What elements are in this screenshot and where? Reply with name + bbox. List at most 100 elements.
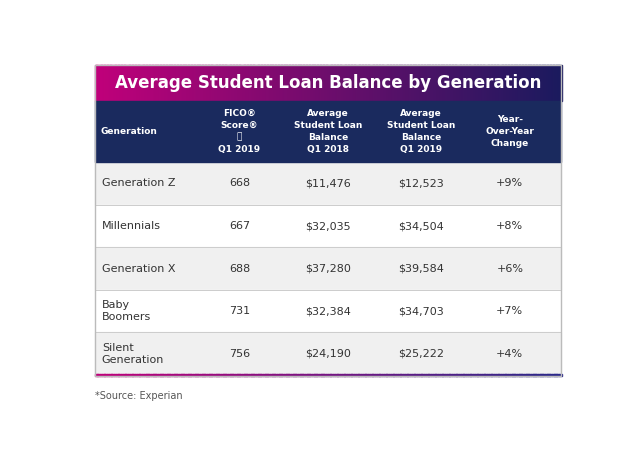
Bar [227, 65, 229, 101]
Bar [272, 374, 275, 377]
Bar [95, 247, 561, 290]
Bar [265, 374, 268, 377]
Bar [556, 374, 559, 377]
Bar [124, 65, 127, 101]
Text: +4%: +4% [496, 349, 524, 359]
Bar [374, 374, 378, 377]
Text: +7%: +7% [496, 306, 524, 316]
Bar [385, 65, 388, 101]
Bar [268, 374, 270, 377]
Bar [482, 65, 484, 101]
Bar [356, 65, 358, 101]
Bar [280, 65, 282, 101]
Bar [261, 65, 263, 101]
Bar [314, 374, 317, 377]
Bar [162, 65, 164, 101]
Bar [106, 374, 109, 377]
Bar [536, 65, 538, 101]
Bar [165, 374, 168, 377]
Bar [184, 374, 186, 377]
Bar [101, 65, 103, 101]
Bar [505, 65, 508, 101]
Bar [374, 65, 377, 101]
Bar [505, 374, 508, 377]
Bar [311, 65, 313, 101]
Bar [235, 65, 237, 101]
Bar [214, 65, 216, 101]
Bar [432, 65, 434, 101]
Bar [328, 65, 330, 101]
Bar [443, 65, 445, 101]
Bar [445, 65, 447, 101]
Bar [249, 65, 251, 101]
Bar [515, 374, 517, 377]
Bar [95, 65, 561, 377]
Bar [456, 65, 458, 101]
Bar [384, 374, 387, 377]
Bar [170, 65, 172, 101]
Bar [275, 374, 277, 377]
Bar [251, 374, 254, 377]
Bar [100, 65, 102, 101]
Bar [516, 65, 518, 101]
Bar [244, 374, 247, 377]
Bar [239, 65, 241, 101]
Bar [223, 374, 226, 377]
Bar [353, 65, 355, 101]
Bar [131, 65, 132, 101]
Bar [177, 65, 179, 101]
Bar [429, 65, 431, 101]
Bar [471, 65, 473, 101]
Bar [456, 374, 459, 377]
Bar [137, 374, 140, 377]
Bar [199, 65, 201, 101]
Bar [153, 374, 156, 377]
Bar [503, 374, 506, 377]
Bar [510, 65, 512, 101]
Bar [266, 65, 268, 101]
Bar [518, 65, 520, 101]
Bar [188, 65, 190, 101]
Bar [232, 65, 234, 101]
Bar [393, 374, 396, 377]
Bar [536, 374, 538, 377]
Bar [347, 374, 349, 377]
Bar [154, 65, 156, 101]
Bar [284, 374, 287, 377]
Bar [305, 65, 307, 101]
Bar [193, 65, 195, 101]
Bar [340, 374, 342, 377]
Bar [274, 65, 276, 101]
Bar [552, 65, 554, 101]
Bar [286, 374, 289, 377]
Bar [421, 65, 423, 101]
Bar [184, 65, 186, 101]
Text: Generation: Generation [100, 127, 157, 136]
Bar [141, 65, 143, 101]
Bar [143, 65, 145, 101]
Text: $34,504: $34,504 [398, 221, 444, 231]
Bar [160, 65, 162, 101]
Bar [256, 374, 259, 377]
Text: 668: 668 [229, 178, 250, 188]
Bar [418, 65, 420, 101]
Bar [301, 65, 303, 101]
Bar [423, 65, 425, 101]
Bar [180, 65, 182, 101]
Bar [149, 65, 151, 101]
Bar [556, 65, 559, 101]
Bar [449, 374, 452, 377]
Text: 731: 731 [229, 306, 250, 316]
Bar [442, 65, 444, 101]
Bar [400, 374, 403, 377]
Bar [246, 65, 248, 101]
Bar [484, 374, 487, 377]
Bar [382, 65, 385, 101]
Bar [118, 65, 120, 101]
Bar [396, 374, 399, 377]
Bar [292, 65, 294, 101]
Bar [182, 65, 184, 101]
Text: $34,703: $34,703 [398, 306, 444, 316]
Bar [399, 65, 401, 101]
Bar [334, 65, 336, 101]
